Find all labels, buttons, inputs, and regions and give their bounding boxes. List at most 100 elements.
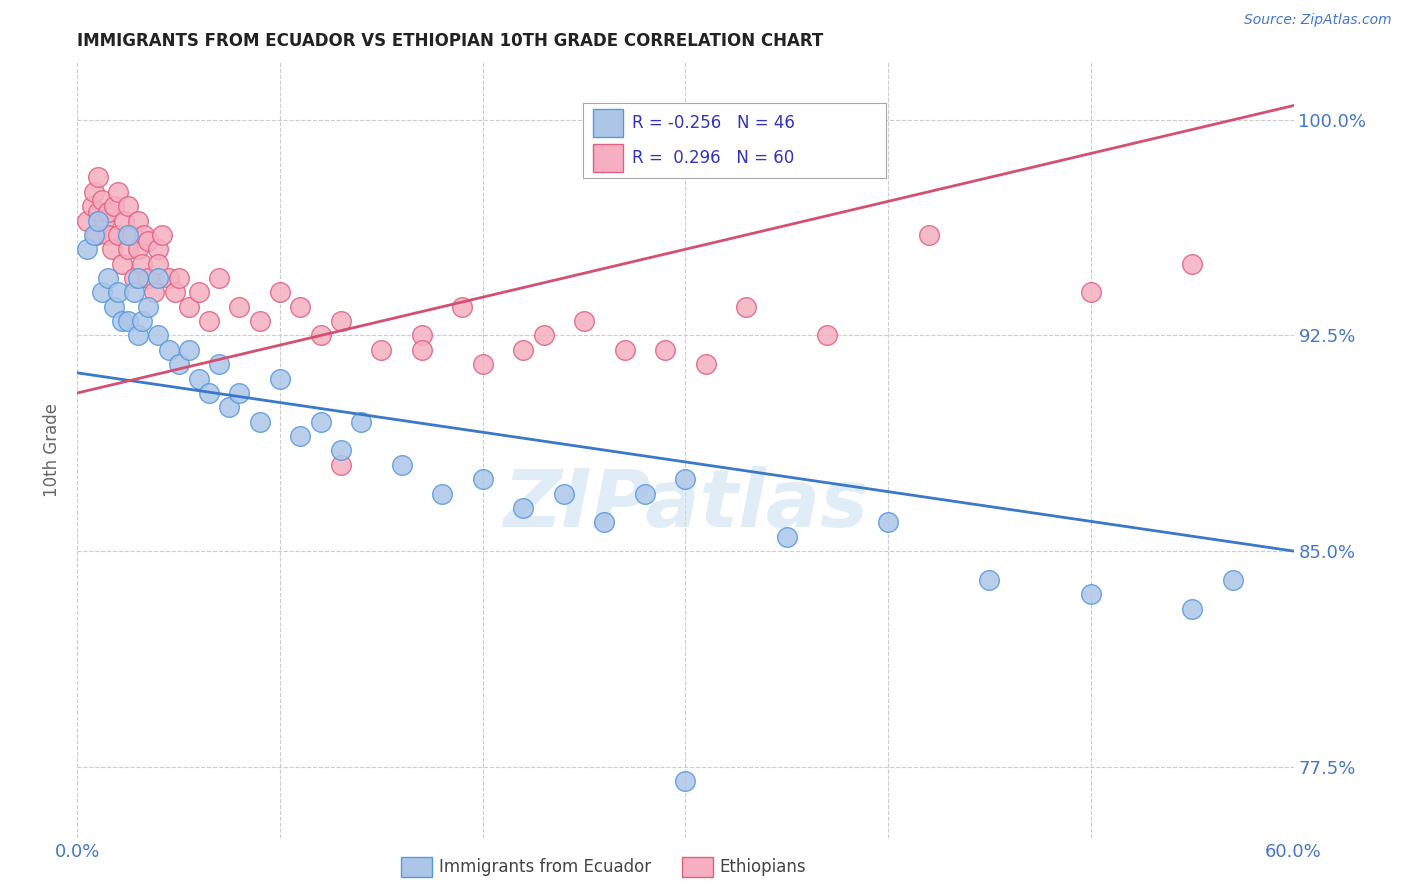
Point [198,386,221,401]
Point [107,185,129,199]
Point [127,271,149,285]
Point [471,472,494,486]
Point [90,194,112,208]
Point [918,227,941,242]
Point [512,343,534,357]
Point [148,242,170,256]
Point [269,371,291,385]
Point [97,205,120,219]
Point [117,227,139,242]
Text: IMMIGRANTS FROM ECUADOR VS ETHIOPIAN 10TH GRADE CORRELATION CHART: IMMIGRANTS FROM ECUADOR VS ETHIOPIAN 10T… [77,32,824,50]
Point [167,357,190,371]
Point [553,486,575,500]
Point [512,500,534,515]
Point [86,205,108,219]
Point [613,343,636,357]
Text: R = -0.256   N = 46: R = -0.256 N = 46 [631,113,794,132]
Point [877,516,900,530]
Point [188,371,211,385]
Point [309,415,332,429]
Point [131,257,153,271]
Point [148,271,170,285]
Point [83,227,105,242]
Point [290,429,312,443]
Point [1080,587,1102,601]
Point [1222,573,1244,587]
Point [103,199,125,213]
Point [127,213,149,227]
Point [97,271,120,285]
Text: R =  0.296   N = 60: R = 0.296 N = 60 [631,149,794,168]
Bar [592,109,623,136]
Point [136,234,159,248]
Point [1181,257,1204,271]
Point [107,227,129,242]
Point [127,242,149,256]
Point [163,285,186,300]
Point [309,328,332,343]
Point [111,257,134,271]
Point [815,328,838,343]
Point [1080,285,1102,300]
Point [117,314,139,328]
Point [136,271,159,285]
Text: ZIPatlas: ZIPatlas [503,466,868,544]
Point [593,516,616,530]
Point [76,242,98,256]
Point [157,343,180,357]
Point [97,227,120,242]
Bar [592,145,623,172]
Point [131,314,153,328]
Point [654,343,676,357]
Point [979,573,1001,587]
Point [451,300,474,314]
Point [86,170,108,185]
Point [167,271,190,285]
Point [111,314,134,328]
Point [112,213,135,227]
Point [675,774,697,789]
Point [148,328,170,343]
Point [269,285,291,300]
Point [430,486,453,500]
Point [290,300,312,314]
Point [177,300,200,314]
Point [634,486,657,500]
Point [122,271,145,285]
Point [370,343,392,357]
Point [143,285,166,300]
Point [117,199,139,213]
Text: Ethiopians: Ethiopians [720,858,807,876]
Point [107,285,129,300]
Point [329,443,352,458]
Point [411,328,433,343]
Y-axis label: 10th Grade: 10th Grade [44,403,62,498]
Point [218,401,240,415]
Point [228,300,250,314]
Point [121,227,143,242]
Point [533,328,555,343]
Point [80,199,103,213]
Point [329,458,352,472]
Point [198,314,221,328]
Point [695,357,717,371]
Point [471,357,494,371]
Point [157,271,180,285]
Point [249,415,271,429]
Point [117,242,139,256]
Point [208,357,231,371]
Point [101,242,124,256]
Point [152,227,174,242]
Point [76,213,98,227]
Point [93,213,115,227]
Point [411,343,433,357]
Point [735,300,758,314]
Point [127,328,149,343]
Point [208,271,231,285]
Point [188,285,211,300]
Point [86,213,108,227]
Point [84,227,107,242]
Point [134,227,156,242]
Point [103,300,125,314]
Point [572,314,595,328]
